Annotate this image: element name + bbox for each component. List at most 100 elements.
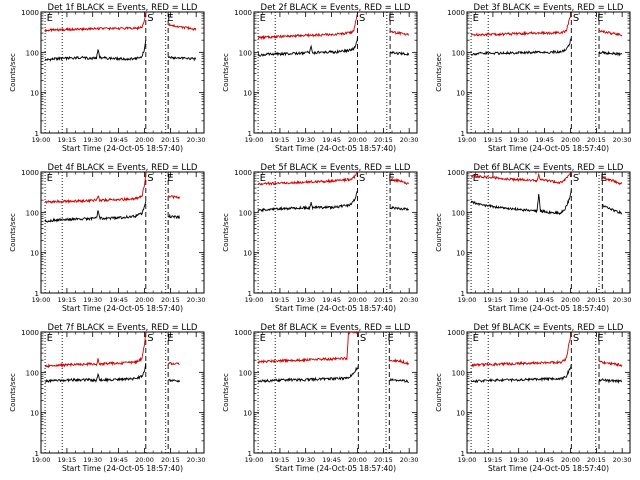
event-marker-label: E bbox=[260, 13, 266, 24]
event-marker-label: E bbox=[167, 173, 173, 184]
y-tick-label: 1000 bbox=[234, 9, 252, 17]
y-tick-label: 100 bbox=[239, 369, 252, 377]
x-tick-label: 19:45 bbox=[109, 456, 128, 464]
x-tick-label: 19:30 bbox=[296, 456, 315, 464]
plot-frame bbox=[253, 331, 418, 454]
y-axis-label: Counts/sec bbox=[435, 213, 443, 252]
x-tick-label: 19:30 bbox=[83, 136, 102, 144]
chart-title: Det 5f BLACK = Events, RED = LLD bbox=[261, 163, 411, 173]
x-tick-label: 19:15 bbox=[271, 296, 290, 304]
y-tick-label: 10 bbox=[30, 90, 39, 98]
y-tick-label: 1000 bbox=[234, 329, 252, 337]
y-axis-label: Counts/sec bbox=[9, 53, 17, 92]
x-tick-label: 19:00 bbox=[245, 136, 264, 144]
y-axis-label: Counts/sec bbox=[9, 213, 17, 252]
y-tick-label: 100 bbox=[26, 209, 39, 217]
event-marker-label: E bbox=[473, 13, 479, 24]
events-rate-line bbox=[470, 38, 623, 57]
x-tick-label: 19:15 bbox=[484, 456, 503, 464]
x-axis-label: Start Time (24-Oct-05 18:57:40) bbox=[275, 464, 396, 473]
x-tick-label: 20:15 bbox=[587, 296, 606, 304]
x-tick-label: 20:15 bbox=[374, 296, 393, 304]
x-tick-label: 20:30 bbox=[187, 296, 206, 304]
event-marker-label: E bbox=[388, 13, 394, 24]
x-tick-label: 19:00 bbox=[458, 296, 477, 304]
plot-frame bbox=[40, 331, 205, 454]
x-tick-label: 20:00 bbox=[348, 456, 367, 464]
chart-title: Det 2f BLACK = Events, RED = LLD bbox=[261, 3, 411, 13]
x-tick-label: 19:45 bbox=[322, 296, 341, 304]
x-tick-label: 20:15 bbox=[161, 456, 180, 464]
event-marker-label: S bbox=[573, 173, 579, 184]
y-tick-label: 100 bbox=[452, 209, 465, 217]
x-tick-label: 19:15 bbox=[271, 456, 290, 464]
event-marker-label: S bbox=[147, 173, 153, 184]
x-axis-label: Start Time (24-Oct-05 18:57:40) bbox=[488, 144, 609, 153]
y-tick-label: 10 bbox=[30, 250, 39, 258]
lld-rate-line bbox=[471, 12, 623, 37]
event-marker-label: S bbox=[359, 173, 365, 184]
y-tick-label: 10 bbox=[243, 250, 252, 258]
y-tick-label: 1000 bbox=[21, 169, 39, 177]
x-axis-label: Start Time (24-Oct-05 18:57:40) bbox=[488, 304, 609, 313]
y-axis-label: Counts/sec bbox=[435, 373, 443, 412]
y-tick-label: 1 bbox=[248, 290, 252, 298]
x-tick-label: 19:00 bbox=[32, 136, 51, 144]
events-rate-line bbox=[470, 364, 623, 384]
x-tick-label: 20:15 bbox=[374, 136, 393, 144]
chart-panel-4: Det 4f BLACK = Events, RED = LLD 1 10 100 10… bbox=[9, 163, 206, 313]
plot-frame bbox=[466, 11, 631, 134]
x-axis-label: Start Time (24-Oct-05 18:57:40) bbox=[62, 304, 183, 313]
events-rate-line bbox=[257, 37, 410, 57]
x-tick-label: 19:45 bbox=[109, 296, 128, 304]
chart-panel-3: Det 3f BLACK = Events, RED = LLD 1 10 100 10… bbox=[435, 3, 632, 153]
y-tick-label: 10 bbox=[243, 410, 252, 418]
y-tick-label: 1000 bbox=[234, 169, 252, 177]
x-tick-label: 20:30 bbox=[400, 136, 419, 144]
event-marker-label: E bbox=[601, 173, 607, 184]
lld-rate-line bbox=[258, 13, 409, 41]
plot-frame bbox=[466, 331, 631, 454]
x-axis-label: Start Time (24-Oct-05 18:57:40) bbox=[275, 304, 396, 313]
x-tick-label: 19:45 bbox=[535, 456, 554, 464]
lld-rate-line bbox=[257, 172, 410, 186]
x-tick-label: 20:15 bbox=[161, 136, 180, 144]
y-tick-label: 1 bbox=[35, 450, 39, 458]
x-tick-label: 19:00 bbox=[245, 456, 264, 464]
event-marker-label: E bbox=[388, 173, 394, 184]
event-marker-label: E bbox=[260, 333, 266, 344]
plot-frame bbox=[40, 171, 205, 294]
plot-frame bbox=[40, 11, 205, 134]
x-tick-label: 19:30 bbox=[509, 136, 528, 144]
chart-title: Det 6f BLACK = Events, RED = LLD bbox=[474, 163, 624, 173]
y-axis-label: Counts/sec bbox=[222, 373, 230, 412]
x-tick-label: 19:00 bbox=[245, 296, 264, 304]
event-marker-label: E bbox=[167, 333, 173, 344]
y-tick-label: 100 bbox=[239, 49, 252, 57]
x-tick-label: 20:00 bbox=[135, 296, 154, 304]
y-tick-label: 10 bbox=[456, 90, 465, 98]
y-tick-label: 1 bbox=[461, 290, 465, 298]
x-tick-label: 19:30 bbox=[509, 296, 528, 304]
y-tick-label: 100 bbox=[239, 209, 252, 217]
x-axis-label: Start Time (24-Oct-05 18:57:40) bbox=[488, 464, 609, 473]
x-tick-label: 19:00 bbox=[458, 136, 477, 144]
x-tick-label: 20:30 bbox=[187, 456, 206, 464]
x-tick-label: 19:45 bbox=[322, 456, 341, 464]
x-tick-label: 20:30 bbox=[613, 136, 632, 144]
event-marker-label: E bbox=[473, 333, 479, 344]
chart-panel-2: Det 2f BLACK = Events, RED = LLD 1 10 100 10… bbox=[222, 3, 419, 153]
chart-panel-1: Det 1f BLACK = Events, RED = LLD 1 10 100 10… bbox=[9, 3, 206, 153]
event-marker-label: E bbox=[597, 13, 603, 24]
lld-rate-line bbox=[257, 332, 410, 366]
y-tick-label: 10 bbox=[456, 250, 465, 258]
event-marker-label: S bbox=[573, 13, 579, 24]
x-tick-label: 20:00 bbox=[561, 136, 580, 144]
x-tick-label: 19:45 bbox=[322, 136, 341, 144]
event-marker-label: E bbox=[47, 173, 53, 184]
x-axis-label: Start Time (24-Oct-05 18:57:40) bbox=[62, 464, 183, 473]
x-tick-label: 19:00 bbox=[458, 456, 477, 464]
x-tick-label: 19:15 bbox=[271, 136, 290, 144]
y-tick-label: 1000 bbox=[21, 9, 39, 17]
